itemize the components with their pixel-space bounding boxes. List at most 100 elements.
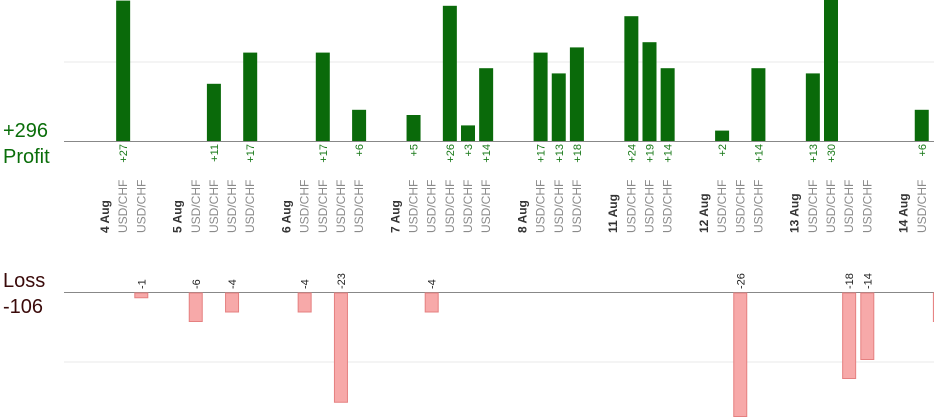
date-label: 14 Aug — [897, 193, 911, 233]
trade-symbol-label: USD/CHF — [461, 180, 475, 233]
profit-value-label: +24 — [626, 144, 638, 163]
profit-bar — [642, 42, 657, 142]
date-label: 4 Aug — [98, 200, 112, 233]
loss-value-label: -23 — [336, 273, 348, 289]
trade-symbol-label: USD/CHF — [352, 180, 366, 233]
loss-value-label: -26 — [735, 273, 747, 289]
trade-symbol-label: USD/CHF — [570, 180, 584, 233]
loss-bar — [733, 292, 748, 417]
profit-bar — [315, 52, 330, 141]
loss-bar — [424, 292, 439, 313]
trade-symbol-label: USD/CHF — [751, 180, 765, 233]
profit-value-label: +14 — [753, 144, 765, 163]
profit-total: +296 — [3, 120, 49, 142]
date-label: 13 Aug — [788, 193, 802, 233]
profit-bar — [206, 83, 221, 141]
trade-symbol-label: USD/CHF — [443, 180, 457, 233]
trade-symbol-label: USD/CHF — [189, 180, 203, 233]
profit-bar — [569, 47, 584, 141]
profit-value-label: +6 — [917, 144, 929, 157]
trade-symbol-label: USD/CHF — [552, 180, 566, 233]
trade-symbol-label: USD/CHF — [715, 180, 729, 233]
loss-bar — [842, 292, 857, 379]
profit-bar — [479, 68, 494, 141]
trade-symbol-label: USD/CHF — [207, 180, 221, 233]
profit-value-label: +30 — [826, 144, 838, 163]
trade-symbol-label: USD/CHF — [933, 180, 934, 233]
trade-symbol-label: USD/CHF — [298, 180, 312, 233]
loss-value-label: -1 — [136, 279, 148, 289]
profit-bar — [352, 109, 367, 141]
trade-symbol-label: USD/CHF — [334, 180, 348, 233]
trade-symbol-label: USD/CHF — [915, 180, 929, 233]
profit-value-label: +18 — [572, 144, 584, 163]
date-label: 8 Aug — [515, 200, 529, 233]
loss-value-label: -18 — [844, 273, 856, 289]
profit-bar — [624, 16, 639, 142]
loss-bar — [860, 292, 875, 360]
profit-bar — [751, 68, 766, 141]
trade-symbol-label: USD/CHF — [425, 180, 439, 233]
trade-symbol-label: USD/CHF — [661, 180, 675, 233]
trade-symbol-label: USD/CHF — [243, 180, 257, 233]
trade-symbol-label: USD/CHF — [624, 180, 638, 233]
profit-bar — [442, 5, 457, 141]
profit-bar — [660, 68, 675, 141]
trade-symbol-label: USD/CHF — [479, 180, 493, 233]
loss-value-label: -6 — [191, 279, 203, 289]
loss-bar — [134, 292, 149, 299]
profit-bar — [914, 109, 929, 141]
profit-bar — [715, 130, 730, 141]
profit-value-label: +17 — [245, 144, 257, 163]
profit-value-label: +13 — [808, 144, 820, 163]
loss-total: -106 — [3, 296, 44, 318]
profit-value-label: +13 — [554, 144, 566, 163]
profit-value-label: +19 — [645, 144, 657, 163]
date-label: 12 Aug — [697, 193, 711, 233]
trade-symbol-label: USD/CHF — [643, 180, 657, 233]
loss-value-label: -4 — [227, 279, 239, 289]
trade-symbol-label: USD/CHF — [824, 180, 838, 233]
loss-value-label: -4 — [427, 279, 439, 289]
profit-value-label: +17 — [318, 144, 330, 163]
profit-value-label: +17 — [536, 144, 548, 163]
trade-symbol-label: USD/CHF — [806, 180, 820, 233]
loss-value-label: -4 — [300, 279, 312, 289]
profit-value-label: +26 — [445, 144, 457, 163]
date-label: 11 Aug — [606, 194, 620, 233]
loss-bar — [188, 292, 203, 322]
date-label: 7 Aug — [388, 200, 402, 233]
trade-symbol-label: USD/CHF — [116, 180, 130, 233]
trade-symbol-label: USD/CHF — [407, 180, 421, 233]
loss-bar — [225, 292, 240, 313]
trade-symbol-label: USD/CHF — [316, 180, 330, 233]
trade-symbol-label: USD/CHF — [534, 180, 548, 233]
trade-symbol-label: USD/CHF — [134, 180, 148, 233]
trade-symbol-label: USD/CHF — [733, 180, 747, 233]
profit-label: Profit — [3, 146, 50, 168]
profit-bar — [551, 73, 566, 141]
date-label: 5 Aug — [171, 200, 185, 233]
profit-value-label: +5 — [409, 144, 421, 157]
profit-value-label: +2 — [717, 144, 729, 157]
trade-symbol-label: USD/CHF — [842, 180, 856, 233]
profit-value-label: +27 — [118, 144, 130, 163]
profit-bar — [533, 52, 548, 141]
loss-bar — [333, 292, 348, 403]
profit-value-label: +11 — [209, 144, 221, 162]
loss-bar — [297, 292, 312, 313]
profit-bar — [243, 52, 258, 141]
trade-symbol-label: USD/CHF — [225, 180, 239, 233]
loss-label: Loss — [3, 270, 46, 292]
date-label: 6 Aug — [280, 200, 294, 233]
profit-value-label: +14 — [481, 144, 493, 163]
profit-value-label: +3 — [463, 144, 475, 157]
profit-value-label: +14 — [663, 144, 675, 163]
profit-bar — [461, 125, 475, 141]
profit-bar — [805, 73, 820, 141]
profit-bar — [406, 115, 421, 141]
loss-value-label: -14 — [862, 273, 874, 289]
profit-bar — [824, 0, 838, 141]
profit-bar — [116, 0, 131, 141]
